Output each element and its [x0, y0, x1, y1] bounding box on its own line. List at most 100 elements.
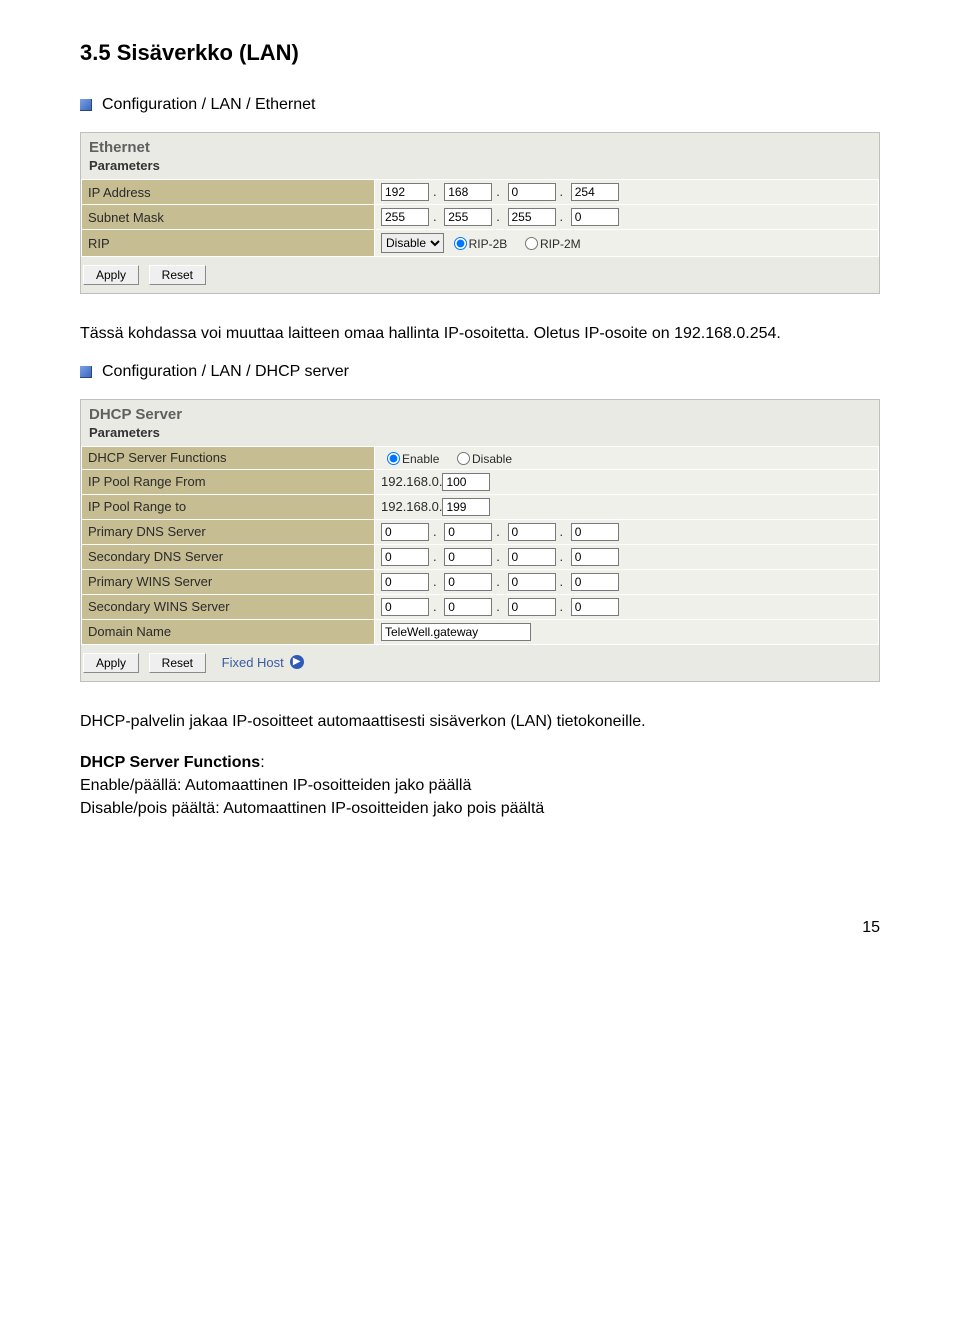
pwins-octet-3[interactable]	[508, 573, 556, 591]
pdns-octet-1[interactable]	[381, 523, 429, 541]
rip-select[interactable]: Disable	[381, 233, 444, 253]
pool-from-input[interactable]	[442, 473, 490, 491]
dot-icon: .	[429, 524, 441, 539]
page-title: 3.5 Sisäverkko (LAN)	[80, 40, 880, 66]
disable-label: Disable	[472, 452, 520, 466]
table-row: IP Address . . .	[82, 180, 879, 205]
section1-description: Tässä kohdassa voi muuttaa laitteen omaa…	[80, 322, 880, 345]
breadcrumb-text: Configuration / LAN / Ethernet	[102, 96, 315, 114]
panel-subtitle: Parameters	[89, 425, 160, 440]
ip-octet-4[interactable]	[571, 183, 619, 201]
dot-icon: .	[429, 549, 441, 564]
primary-dns-label: Primary DNS Server	[82, 519, 375, 544]
table-row: Secondary DNS Server . . .	[82, 544, 879, 569]
dot-icon: .	[429, 184, 441, 199]
dhcp-panel: DHCP Server Parameters DHCP Server Funct…	[80, 399, 880, 682]
table-row: Secondary WINS Server . . .	[82, 594, 879, 619]
rip-2b-label: RIP-2B	[469, 237, 516, 251]
breadcrumb: Configuration / LAN / DHCP server	[80, 363, 880, 381]
reset-button[interactable]: Reset	[149, 653, 206, 673]
swins-octet-1[interactable]	[381, 598, 429, 616]
secondary-dns-field: . . .	[375, 544, 879, 569]
ip-octet-2[interactable]	[444, 183, 492, 201]
dhcp-functions-explainer: DHCP Server Functions: Enable/päällä: Au…	[80, 751, 880, 821]
domain-name-field	[375, 619, 879, 644]
button-row: Apply Reset Fixed Host ▶	[81, 645, 879, 681]
rip-2m-label: RIP-2M	[540, 237, 589, 251]
dot-icon: .	[492, 209, 504, 224]
ip-address-label: IP Address	[82, 180, 375, 205]
dot-icon: .	[556, 209, 568, 224]
pdns-octet-2[interactable]	[444, 523, 492, 541]
disable-explainer: Disable/pois päältä: Automaattinen IP-os…	[80, 800, 544, 817]
primary-wins-field: . . .	[375, 569, 879, 594]
primary-dns-field: . . .	[375, 519, 879, 544]
secondary-dns-label: Secondary DNS Server	[82, 544, 375, 569]
pwins-octet-1[interactable]	[381, 573, 429, 591]
secondary-wins-label: Secondary WINS Server	[82, 594, 375, 619]
fixed-host-label: Fixed Host	[222, 655, 284, 670]
pool-to-label: IP Pool Range to	[82, 494, 375, 519]
panel-title: DHCP Server	[89, 406, 182, 423]
enable-label: Enable	[402, 452, 447, 466]
dhcp-table: DHCP Server Functions Enable Disable IP …	[81, 446, 879, 645]
arrow-right-icon: ▶	[290, 655, 304, 669]
disable-radio[interactable]	[457, 452, 470, 465]
subnet-mask-field: . . .	[375, 205, 879, 230]
mask-octet-4[interactable]	[571, 208, 619, 226]
ip-octet-1[interactable]	[381, 183, 429, 201]
sdns-octet-2[interactable]	[444, 548, 492, 566]
pdns-octet-3[interactable]	[508, 523, 556, 541]
pdns-octet-4[interactable]	[571, 523, 619, 541]
mask-octet-1[interactable]	[381, 208, 429, 226]
enable-explainer: Enable/päällä: Automaattinen IP-osoittei…	[80, 777, 471, 794]
dot-icon: .	[556, 574, 568, 589]
panel-subtitle: Parameters	[89, 158, 160, 173]
mask-octet-2[interactable]	[444, 208, 492, 226]
table-row: IP Pool Range to 192.168.0.	[82, 494, 879, 519]
ip-address-field: . . .	[375, 180, 879, 205]
fixed-host-link[interactable]: Fixed Host ▶	[222, 655, 304, 670]
pwins-octet-2[interactable]	[444, 573, 492, 591]
dot-icon: .	[492, 524, 504, 539]
pwins-octet-4[interactable]	[571, 573, 619, 591]
rip-2b-radio[interactable]	[454, 237, 467, 250]
dot-icon: .	[556, 524, 568, 539]
ip-octet-3[interactable]	[508, 183, 556, 201]
domain-name-input[interactable]	[381, 623, 531, 641]
pool-to-prefix: 192.168.0.	[381, 499, 442, 514]
table-row: Primary WINS Server . . .	[82, 569, 879, 594]
section2-description: DHCP-palvelin jakaa IP-osoitteet automaa…	[80, 710, 880, 733]
table-row: DHCP Server Functions Enable Disable	[82, 447, 879, 470]
button-row: Apply Reset	[81, 257, 879, 293]
table-row: RIP Disable RIP-2B RIP-2M	[82, 230, 879, 257]
breadcrumb-text: Configuration / LAN / DHCP server	[102, 363, 349, 381]
enable-radio[interactable]	[387, 452, 400, 465]
bullet-icon	[80, 99, 92, 111]
pool-from-prefix: 192.168.0.	[381, 474, 442, 489]
sdns-octet-4[interactable]	[571, 548, 619, 566]
pool-from-label: IP Pool Range From	[82, 469, 375, 494]
pool-to-input[interactable]	[442, 498, 490, 516]
rip-field: Disable RIP-2B RIP-2M	[375, 230, 879, 257]
dot-icon: .	[429, 574, 441, 589]
page-number: 15	[0, 879, 960, 967]
sdns-octet-1[interactable]	[381, 548, 429, 566]
reset-button[interactable]: Reset	[149, 265, 206, 285]
subnet-mask-label: Subnet Mask	[82, 205, 375, 230]
dot-icon: .	[492, 184, 504, 199]
pool-from-field: 192.168.0.	[375, 469, 879, 494]
rip-2m-radio[interactable]	[525, 237, 538, 250]
ethernet-panel: Ethernet Parameters IP Address . . . Sub…	[80, 132, 880, 294]
sdns-octet-3[interactable]	[508, 548, 556, 566]
apply-button[interactable]: Apply	[83, 653, 139, 673]
swins-octet-3[interactable]	[508, 598, 556, 616]
primary-wins-label: Primary WINS Server	[82, 569, 375, 594]
dhcp-functions-heading: DHCP Server Functions	[80, 754, 260, 771]
mask-octet-3[interactable]	[508, 208, 556, 226]
dot-icon: .	[492, 574, 504, 589]
swins-octet-4[interactable]	[571, 598, 619, 616]
swins-octet-2[interactable]	[444, 598, 492, 616]
dot-icon: .	[556, 599, 568, 614]
apply-button[interactable]: Apply	[83, 265, 139, 285]
